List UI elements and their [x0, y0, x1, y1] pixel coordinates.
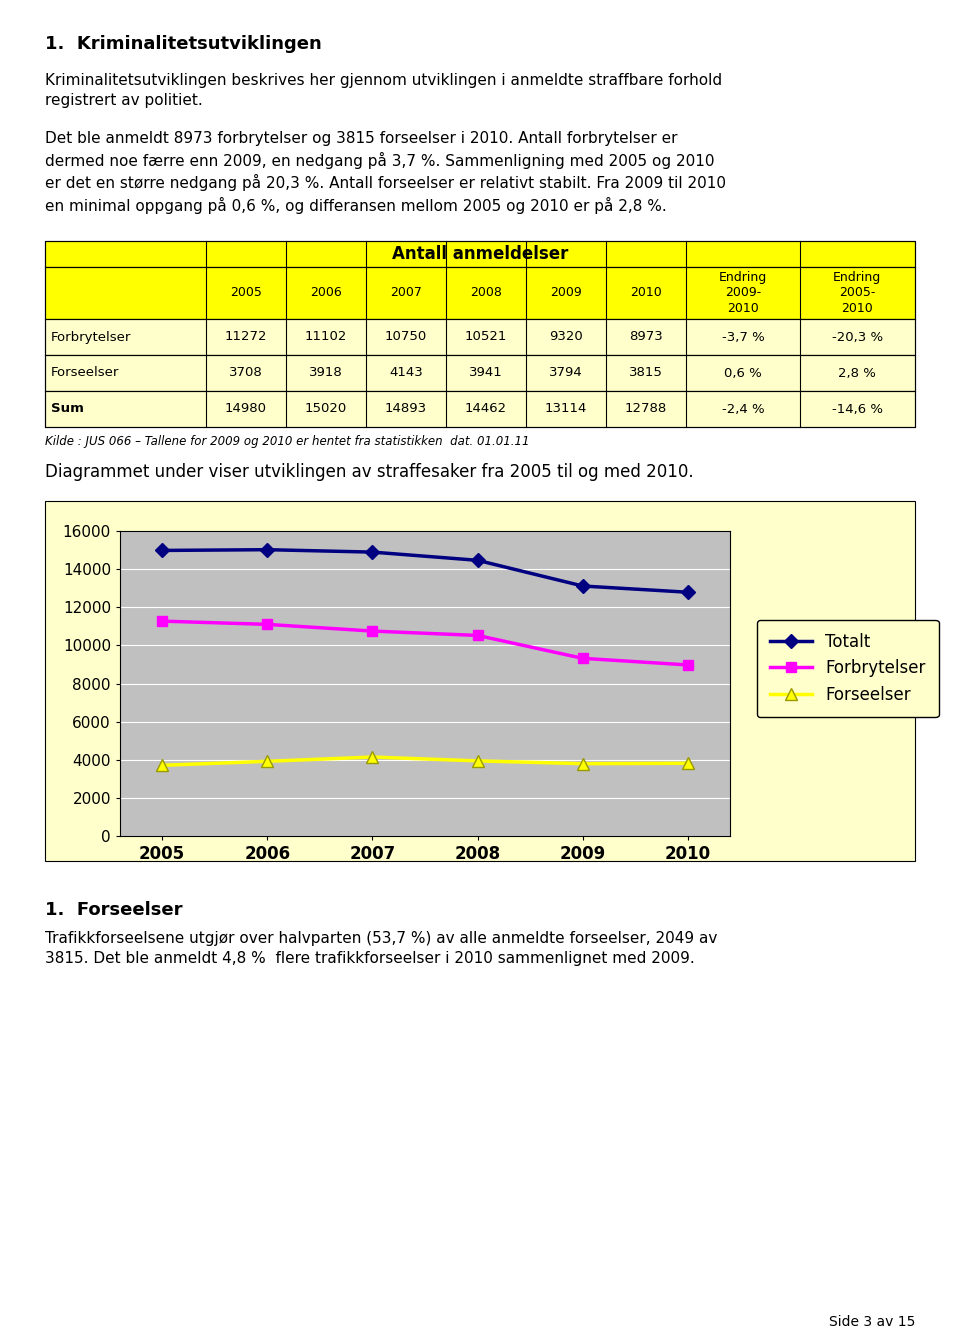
- Text: 15020: 15020: [305, 402, 348, 415]
- Bar: [45, 355, 915, 391]
- Text: Det ble anmeldt 8973 forbrytelser og 3815 forseelser i 2010. Antall forbrytelser: Det ble anmeldt 8973 forbrytelser og 381…: [45, 130, 726, 214]
- Text: 8973: 8973: [630, 331, 663, 344]
- Text: 0,6 %: 0,6 %: [724, 367, 762, 379]
- Bar: [45, 241, 915, 427]
- Text: 4143: 4143: [389, 367, 423, 379]
- Bar: [45, 319, 915, 355]
- Text: 10750: 10750: [385, 331, 427, 344]
- Bar: [45, 267, 915, 319]
- Text: 12788: 12788: [625, 402, 667, 415]
- Text: 14980: 14980: [225, 402, 267, 415]
- Text: 14462: 14462: [465, 402, 507, 415]
- Text: 3815: 3815: [629, 367, 663, 379]
- Text: Forbrytelser: Forbrytelser: [51, 331, 132, 344]
- Bar: [45, 501, 915, 862]
- Text: 3918: 3918: [309, 367, 343, 379]
- Text: -14,6 %: -14,6 %: [831, 402, 882, 415]
- Text: -2,4 %: -2,4 %: [722, 402, 764, 415]
- Text: 9320: 9320: [549, 331, 583, 344]
- Text: Diagrammet under viser utviklingen av straffesaker fra 2005 til og med 2010.: Diagrammet under viser utviklingen av st…: [45, 462, 694, 481]
- Text: 2007: 2007: [390, 286, 422, 300]
- Text: Antall anmeldelser: Antall anmeldelser: [392, 245, 568, 263]
- Bar: [45, 391, 915, 427]
- Text: Endring
2009-
2010: Endring 2009- 2010: [719, 270, 767, 316]
- Text: Sum: Sum: [51, 402, 84, 415]
- Text: 1.  Kriminalitetsutviklingen: 1. Kriminalitetsutviklingen: [45, 35, 322, 52]
- Text: Kilde : JUS 066 – Tallene for 2009 og 2010 er hentet fra statistikken  dat. 01.0: Kilde : JUS 066 – Tallene for 2009 og 20…: [45, 435, 530, 448]
- Text: 13114: 13114: [545, 402, 588, 415]
- Legend: Totalt, Forbrytelser, Forseelser: Totalt, Forbrytelser, Forseelser: [756, 620, 939, 716]
- Bar: [45, 241, 915, 267]
- Text: 3708: 3708: [229, 367, 263, 379]
- Text: 2009: 2009: [550, 286, 582, 300]
- Text: 14893: 14893: [385, 402, 427, 415]
- Text: Kriminalitetsutviklingen beskrives her gjennom utviklingen i anmeldte straffbare: Kriminalitetsutviklingen beskrives her g…: [45, 73, 722, 108]
- Text: Endring
2005-
2010: Endring 2005- 2010: [833, 270, 881, 316]
- Text: Trafikkforseelsene utgjør over halvparten (53,7 %) av alle anmeldte forseelser, : Trafikkforseelsene utgjør over halvparte…: [45, 931, 717, 966]
- Text: -3,7 %: -3,7 %: [722, 331, 764, 344]
- Text: 11102: 11102: [305, 331, 348, 344]
- Text: 2008: 2008: [470, 286, 502, 300]
- Text: -20,3 %: -20,3 %: [831, 331, 882, 344]
- Text: 11272: 11272: [225, 331, 267, 344]
- Text: 2010: 2010: [631, 286, 662, 300]
- Text: 3941: 3941: [469, 367, 503, 379]
- Text: Forseelser: Forseelser: [51, 367, 119, 379]
- Text: 2005: 2005: [230, 286, 262, 300]
- Text: 10521: 10521: [465, 331, 507, 344]
- Text: 1.  Forseelser: 1. Forseelser: [45, 900, 182, 919]
- Text: 2006: 2006: [310, 286, 342, 300]
- Text: 3794: 3794: [549, 367, 583, 379]
- Text: 2,8 %: 2,8 %: [838, 367, 876, 379]
- Text: Side 3 av 15: Side 3 av 15: [828, 1314, 915, 1329]
